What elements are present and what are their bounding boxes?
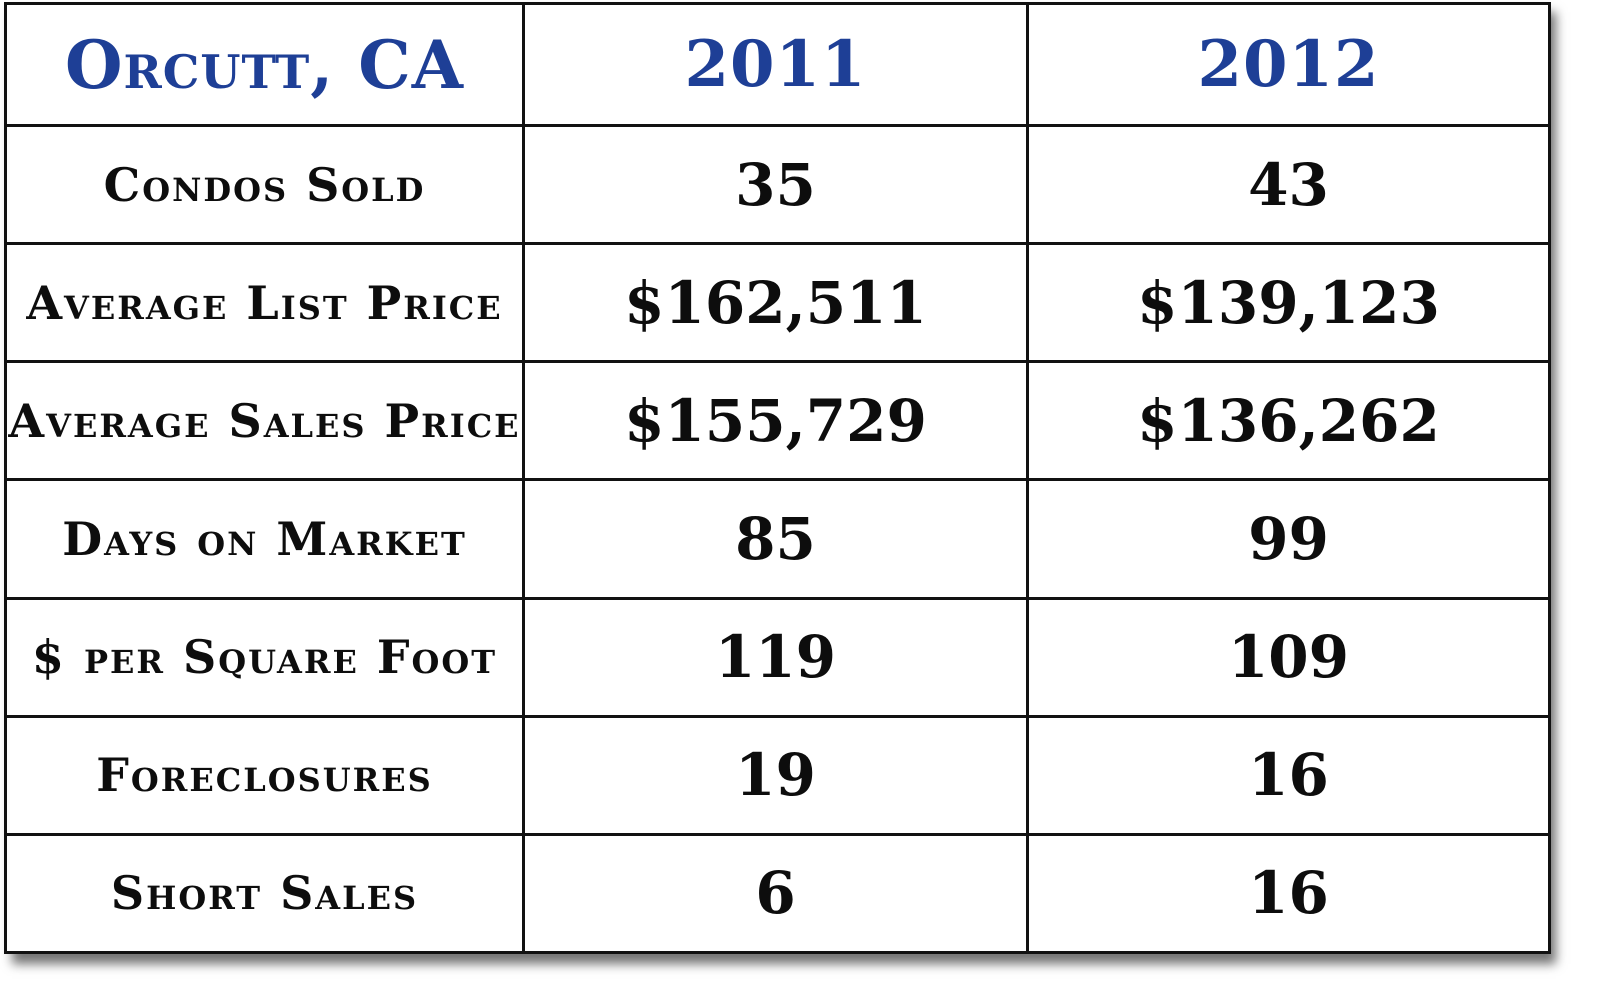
value-year-1: 19 <box>735 741 816 810</box>
header-location-cell: Orcutt, CA <box>4 1 525 128</box>
table-row-average-sales-price: Average Sales Price $155,729 $136,262 <box>4 360 1551 482</box>
year-1-heading: 2011 <box>684 27 867 103</box>
value-cell-year-1: 85 <box>522 478 1029 600</box>
value-year-2: $136,262 <box>1137 386 1440 455</box>
table-row-short-sales: Short Sales 6 16 <box>4 832 1551 955</box>
row-label-cell: Condos Sold <box>4 124 525 246</box>
table-row-price-per-square-foot: $ per Square Foot 119 109 <box>4 596 1551 718</box>
market-stats-table: Orcutt, CA 2011 2012 Condos Sold 35 43 A… <box>4 1 1551 955</box>
header-year-1-cell: 2011 <box>522 1 1029 128</box>
row-label: Condos Sold <box>103 157 426 212</box>
value-cell-year-2: 16 <box>1026 832 1551 955</box>
value-year-1: 85 <box>735 505 816 573</box>
value-cell-year-2: 16 <box>1026 714 1551 836</box>
market-stats-table-container: Orcutt, CA 2011 2012 Condos Sold 35 43 A… <box>4 1 1551 955</box>
row-label-cell: Average Sales Price <box>4 360 525 482</box>
value-year-2: 16 <box>1248 741 1329 810</box>
table-row-days-on-market: Days on Market 85 99 <box>4 478 1551 600</box>
table-row-condos-sold: Condos Sold 35 43 <box>4 124 1551 246</box>
value-cell-year-1: 119 <box>522 596 1029 718</box>
row-label-cell: Days on Market <box>4 478 525 600</box>
value-year-2: $139,123 <box>1137 268 1440 337</box>
row-label: Average Sales Price <box>8 393 521 448</box>
row-label: Days on Market <box>62 512 467 566</box>
value-cell-year-2: $136,262 <box>1026 360 1551 482</box>
value-cell-year-1: 35 <box>522 124 1029 246</box>
value-year-2: 43 <box>1248 150 1329 219</box>
value-year-1: 35 <box>735 150 816 219</box>
row-label: Average List Price <box>26 275 503 330</box>
value-year-2: 99 <box>1248 505 1329 573</box>
row-label-cell: Average List Price <box>4 242 525 364</box>
row-label-cell: $ per Square Foot <box>4 596 525 718</box>
table-header-row: Orcutt, CA 2011 2012 <box>4 1 1551 128</box>
row-label: Short Sales <box>110 866 419 921</box>
value-cell-year-2: 99 <box>1026 478 1551 600</box>
table-row-average-list-price: Average List Price $162,511 $139,123 <box>4 242 1551 364</box>
year-2-heading: 2012 <box>1197 27 1380 103</box>
value-cell-year-2: 109 <box>1026 596 1551 718</box>
value-cell-year-2: $139,123 <box>1026 242 1551 364</box>
row-label: Foreclosures <box>96 748 433 803</box>
header-year-2-cell: 2012 <box>1026 1 1551 128</box>
value-cell-year-1: $155,729 <box>522 360 1029 482</box>
value-cell-year-2: 43 <box>1026 124 1551 246</box>
value-cell-year-1: $162,511 <box>522 242 1029 364</box>
value-cell-year-1: 19 <box>522 714 1029 836</box>
value-year-2: 109 <box>1227 623 1350 692</box>
value-year-1: $155,729 <box>624 386 927 455</box>
table-row-foreclosures: Foreclosures 19 16 <box>4 714 1551 836</box>
row-label-cell: Short Sales <box>4 832 525 955</box>
value-year-1: 119 <box>714 623 837 692</box>
row-label: $ per Square Foot <box>31 630 498 685</box>
value-year-1: 6 <box>755 859 796 928</box>
value-year-2: 16 <box>1248 859 1329 928</box>
location-title: Orcutt, CA <box>65 25 464 104</box>
value-cell-year-1: 6 <box>522 832 1029 955</box>
value-year-1: $162,511 <box>624 268 927 337</box>
row-label-cell: Foreclosures <box>4 714 525 836</box>
